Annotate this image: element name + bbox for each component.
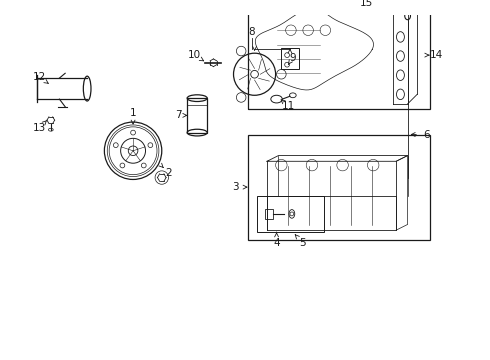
Text: 5: 5 (299, 238, 306, 248)
Text: 3: 3 (232, 182, 239, 192)
Text: 12: 12 (33, 72, 46, 82)
Bar (265, 209, 273, 219)
Bar (257, 196, 324, 232)
Text: 6: 6 (423, 130, 430, 140)
Text: 1: 1 (130, 108, 136, 117)
Text: 15: 15 (360, 0, 373, 8)
Text: 2: 2 (165, 168, 172, 178)
Text: 4: 4 (273, 238, 280, 248)
Text: 9: 9 (290, 53, 296, 63)
Text: 10: 10 (188, 50, 201, 60)
Bar (248, 0, 430, 109)
Text: 8: 8 (248, 27, 255, 37)
Text: 7: 7 (175, 111, 181, 120)
Bar (248, 135, 430, 240)
Text: 13: 13 (33, 123, 46, 133)
Bar (281, 48, 298, 69)
Text: 11: 11 (281, 101, 294, 111)
Text: 14: 14 (430, 50, 443, 60)
Bar (187, 98, 207, 132)
